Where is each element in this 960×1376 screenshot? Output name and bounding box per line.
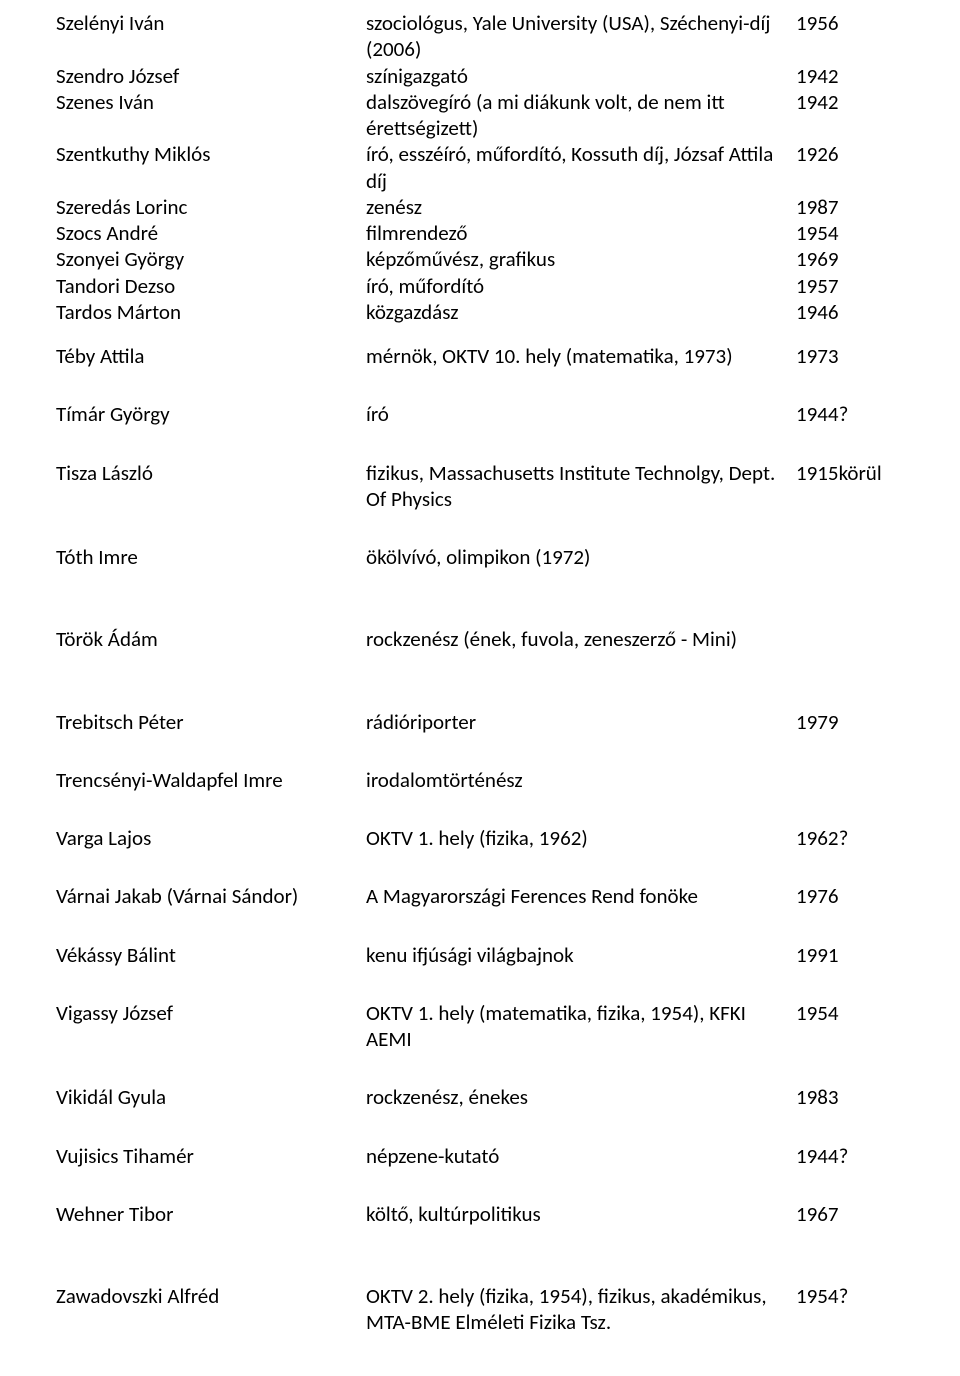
- cell-description: író, esszéíró, műfordító, Kossuth díj, J…: [366, 141, 796, 194]
- cell-description: képzőművész, grafikus: [366, 246, 796, 272]
- cell-description: filmrendező: [366, 220, 796, 246]
- cell-name: Tardos Márton: [56, 299, 366, 325]
- table-row: Téby Attilamérnök, OKTV 10. hely (matema…: [56, 343, 904, 369]
- cell-year: 1967: [796, 1201, 904, 1227]
- table-row: Szentkuthy Miklósíró, esszéíró, műfordít…: [56, 141, 904, 194]
- cell-name: Szendro József: [56, 63, 366, 89]
- cell-name: Tisza László: [56, 460, 366, 486]
- cell-year: 1983: [796, 1084, 904, 1110]
- cell-year: 1979: [796, 709, 904, 735]
- table-row: Szenes Ivándalszövegíró (a mi diákunk vo…: [56, 89, 904, 142]
- cell-year: 1946: [796, 299, 904, 325]
- cell-description: A Magyarországi Ferences Rend fonöke: [366, 883, 796, 909]
- cell-name: Török Ádám: [56, 626, 366, 652]
- cell-year: 1942: [796, 89, 904, 115]
- table-row: Vikidál Gyularockzenész, énekes1983: [56, 1084, 904, 1110]
- cell-description: OKTV 1. hely (matematika, fizika, 1954),…: [366, 1000, 796, 1053]
- tight-section: Szelényi Ivánszociológus, Yale Universit…: [56, 10, 904, 325]
- cell-name: Tandori Dezso: [56, 273, 366, 299]
- cell-description: közgazdász: [366, 299, 796, 325]
- table-row: Szonyei Györgyképzőművész, grafikus1969: [56, 246, 904, 272]
- cell-name: Trencsényi-Waldapfel Imre: [56, 767, 366, 793]
- cell-year: 1987: [796, 194, 904, 220]
- table-row: Trebitsch Péterrádióriporter1979: [56, 709, 904, 735]
- table-row: Szendro Józsefszínigazgató1942: [56, 63, 904, 89]
- table-row: Szeredás Lorinczenész1987: [56, 194, 904, 220]
- cell-description: rádióriporter: [366, 709, 796, 735]
- cell-name: Szelényi Iván: [56, 10, 366, 36]
- cell-name: Szenes Iván: [56, 89, 366, 115]
- table-row: Várnai Jakab (Várnai Sándor)A Magyarorsz…: [56, 883, 904, 909]
- cell-name: Wehner Tibor: [56, 1201, 366, 1227]
- table-row: Török Ádámrockzenész (ének, fuvola, zene…: [56, 626, 904, 652]
- cell-description: kenu ifjúsági világbajnok: [366, 942, 796, 968]
- cell-name: Varga Lajos: [56, 825, 366, 851]
- cell-description: népzene-kutató: [366, 1143, 796, 1169]
- cell-name: Tóth Imre: [56, 544, 366, 570]
- cell-year: 1954: [796, 1000, 904, 1026]
- document-page: Szelényi Ivánszociológus, Yale Universit…: [0, 0, 960, 1376]
- cell-name: Vékássy Bálint: [56, 942, 366, 968]
- cell-name: Vigassy József: [56, 1000, 366, 1026]
- cell-name: Szonyei György: [56, 246, 366, 272]
- table-row: Tóth Imreökölvívó, olimpikon (1972): [56, 544, 904, 570]
- table-row: Tardos Mártonközgazdász1946: [56, 299, 904, 325]
- cell-name: Zawadovszki Alfréd: [56, 1283, 366, 1309]
- table-row: Tandori Dezsoíró, műfordító1957: [56, 273, 904, 299]
- cell-year: 1962?: [796, 825, 904, 851]
- cell-year: 1926: [796, 141, 904, 167]
- cell-description: OKTV 1. hely (fizika, 1962): [366, 825, 796, 851]
- table-row: Vékássy Bálintkenu ifjúsági világbajnok1…: [56, 942, 904, 968]
- cell-year: 1944?: [796, 401, 904, 427]
- table-row: Vigassy JózsefOKTV 1. hely (matematika, …: [56, 1000, 904, 1053]
- cell-year: 1991: [796, 942, 904, 968]
- cell-description: mérnök, OKTV 10. hely (matematika, 1973): [366, 343, 796, 369]
- cell-year: 1954?: [796, 1283, 904, 1309]
- cell-year: 1942: [796, 63, 904, 89]
- cell-name: Téby Attila: [56, 343, 366, 369]
- table-row: Varga LajosOKTV 1. hely (fizika, 1962)19…: [56, 825, 904, 851]
- table-row: Tímár Györgyíró1944?: [56, 401, 904, 427]
- cell-name: Szentkuthy Miklós: [56, 141, 366, 167]
- cell-description: fizikus, Massachusetts Institute Technol…: [366, 460, 796, 513]
- cell-description: költő, kultúrpolitikus: [366, 1201, 796, 1227]
- cell-name: Vujisics Tihamér: [56, 1143, 366, 1169]
- table-row: Tisza Lászlófizikus, Massachusetts Insti…: [56, 460, 904, 513]
- cell-name: Szeredás Lorinc: [56, 194, 366, 220]
- table-row: Wehner Tiborköltő, kultúrpolitikus1967: [56, 1201, 904, 1227]
- loose-section: Téby Attilamérnök, OKTV 10. hely (matema…: [56, 343, 904, 1336]
- cell-name: Vikidál Gyula: [56, 1084, 366, 1110]
- cell-year: 1957: [796, 273, 904, 299]
- cell-name: Várnai Jakab (Várnai Sándor): [56, 883, 366, 909]
- cell-description: irodalomtörténész: [366, 767, 796, 793]
- cell-description: dalszövegíró (a mi diákunk volt, de nem …: [366, 89, 796, 142]
- cell-description: színigazgató: [366, 63, 796, 89]
- table-row: Zawadovszki AlfrédOKTV 2. hely (fizika, …: [56, 1283, 904, 1336]
- cell-year: 1956: [796, 10, 904, 36]
- cell-year: 1976: [796, 883, 904, 909]
- cell-description: rockzenész, énekes: [366, 1084, 796, 1110]
- cell-name: Trebitsch Péter: [56, 709, 366, 735]
- cell-description: rockzenész (ének, fuvola, zeneszerző - M…: [366, 626, 796, 652]
- cell-description: író, műfordító: [366, 273, 796, 299]
- table-row: Szocs Andréfilmrendező1954: [56, 220, 904, 246]
- table-row: Szelényi Ivánszociológus, Yale Universit…: [56, 10, 904, 63]
- cell-name: Tímár György: [56, 401, 366, 427]
- cell-description: zenész: [366, 194, 796, 220]
- cell-description: ökölvívó, olimpikon (1972): [366, 544, 796, 570]
- cell-description: író: [366, 401, 796, 427]
- cell-year: 1944?: [796, 1143, 904, 1169]
- cell-description: OKTV 2. hely (fizika, 1954), fizikus, ak…: [366, 1283, 796, 1336]
- table-row: Trencsényi-Waldapfel Imreirodalomtörténé…: [56, 767, 904, 793]
- cell-name: Szocs André: [56, 220, 366, 246]
- cell-description: szociológus, Yale University (USA), Széc…: [366, 10, 796, 63]
- table-row: Vujisics Tihamérnépzene-kutató1944?: [56, 1143, 904, 1169]
- cell-year: 1915körül: [796, 460, 904, 486]
- cell-year: 1973: [796, 343, 904, 369]
- cell-year: 1969: [796, 246, 904, 272]
- cell-year: 1954: [796, 220, 904, 246]
